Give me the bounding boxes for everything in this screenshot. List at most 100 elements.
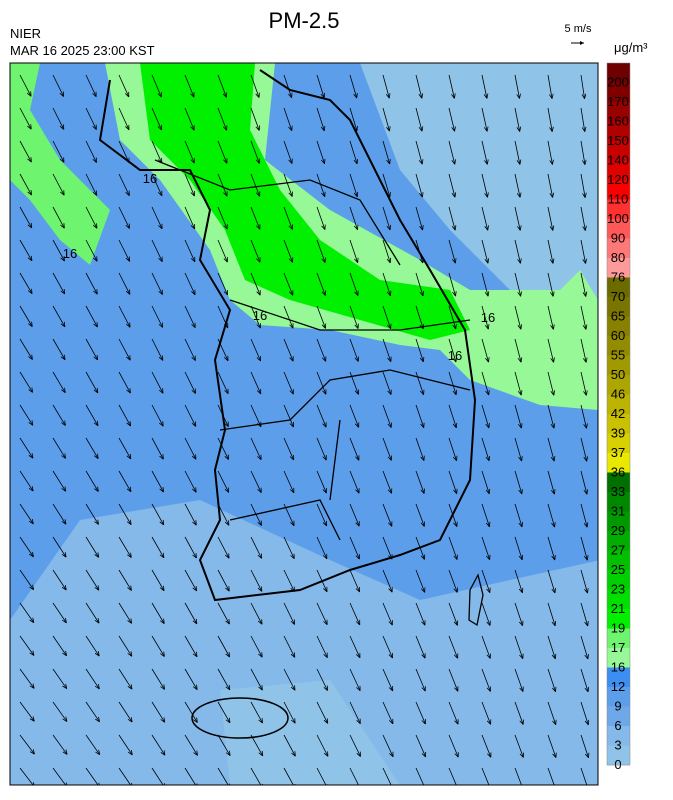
wind-arrow [349,173,358,197]
wind-arrow-head [323,718,329,724]
wind-arrow-head [520,785,524,790]
wind-arrow [184,305,196,328]
wind-arrow-head [386,290,392,297]
title: PM-2.5 [269,8,340,33]
wind-arrow-head [519,620,524,627]
wind-arrow [85,437,99,459]
wind-arrow [250,74,260,98]
colorbar-unit: μg/m³ [614,40,648,55]
colorbar-label: 36 [611,465,625,480]
wind-arrow [52,338,66,360]
wind-arrow-head [551,555,556,561]
wind-arrow [349,371,359,395]
wind-arrow-head [387,488,393,494]
wind-arrow [415,74,423,99]
wind-arrow [580,569,588,594]
wind-arrow [151,470,164,493]
wind-arrow [217,734,231,756]
wind-arrow-head [160,750,166,756]
wind-arrow-head [386,191,391,198]
wind-arrow-head [291,718,296,724]
wind-arrow-head [353,158,359,165]
wind-arrow-head [125,190,130,196]
wind-arrow-head [158,388,164,394]
wind-arrow [151,239,163,262]
wind-arrow [382,536,393,560]
wind-arrow-head [29,584,35,591]
wind-arrow-head [257,520,262,526]
wind-arrow [448,338,457,363]
wind-arrow [349,635,361,659]
wind-arrow-head [191,289,196,296]
colorbar-label: 6 [614,718,621,733]
wind-arrow [217,470,230,493]
wind-arrow-head [28,486,34,492]
wind-arrow-head [222,92,228,98]
wind-arrow-head [582,291,588,297]
wind-arrow [316,305,326,329]
wind-arrow-head [192,684,198,690]
wind-arrow-head [28,387,34,393]
wind-arrow-head [517,225,522,231]
wind-arrow-head [451,126,456,132]
wind-arrow [85,635,100,657]
wind-arrow [250,734,264,757]
wind-arrow-head [288,224,294,230]
wind-arrow [151,107,162,131]
wind-arrow-head [59,124,65,130]
wind-arrow-head [584,686,590,693]
wind-arrow-head [385,93,391,99]
wind-arrow [481,206,489,231]
colorbar-frame [606,62,631,766]
wind-arrow-head [159,618,165,624]
wind-arrow [580,536,588,561]
wind-arrow-head [62,617,67,624]
wind-arrow [514,602,523,626]
wind-arrow-head [94,486,99,492]
wind-arrow [19,668,35,689]
colorbar-bin [607,531,630,551]
wind-arrow [118,602,132,624]
wind-arrow [316,602,328,625]
wind-arrow-head [388,521,393,527]
colorbar-label: 33 [611,484,625,499]
colorbar-label: 19 [611,621,625,636]
wind-arrow-head [582,357,588,363]
wind-arrow-head [323,586,328,593]
wind-arrow-head [582,225,587,231]
colorbar-bin [607,277,630,298]
wind-arrow [481,404,490,429]
wind-arrow-head [322,422,327,428]
wind-arrow-head [518,587,524,594]
colorbar-label: 21 [611,601,625,616]
wind-arrow [448,569,458,593]
wind-arrow-head [516,192,522,198]
wind-arrow [184,602,198,625]
wind-arrow [19,437,34,459]
wind-arrow-head [452,389,458,396]
wind-arrow [217,569,230,592]
wind-arrow-head [323,652,328,658]
wind-arrow [316,536,328,560]
wind-arrow [151,503,165,526]
wind-arrow [217,404,229,427]
wind-arrow-head [550,357,555,363]
wind-arrow [415,767,425,785]
wind-arrow-head [288,158,293,164]
wind-arrow [19,239,33,262]
wind-arrow-head [29,617,35,623]
wind-arrow-head [93,387,99,394]
wind-arrow [580,635,589,660]
wind-arrow-head [387,389,392,395]
wind-arrow [184,734,198,756]
wind-arrow [19,602,35,623]
wind-arrow-head [421,620,426,626]
colorbar-bin [607,199,630,220]
colorbar-label: 16 [611,660,625,675]
wind-arrow-head [484,159,489,165]
wind-arrow-head [223,322,229,329]
wind-arrow-head [584,719,590,726]
wind-arrow-head [223,289,229,296]
wind-arrow [382,404,392,428]
colorbar-label: 50 [611,367,625,382]
